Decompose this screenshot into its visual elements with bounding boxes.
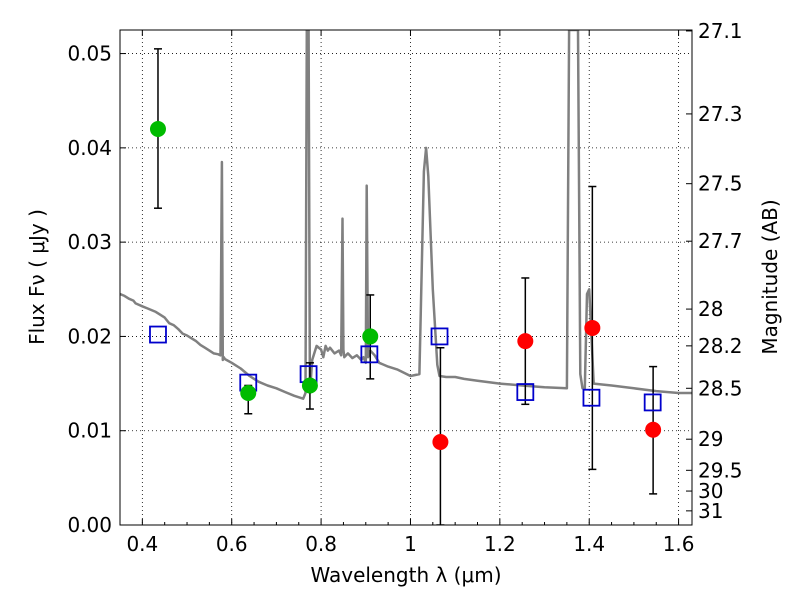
y2-tick-label: 28.5 <box>698 376 743 400</box>
data-layer <box>120 30 692 525</box>
photometry-point <box>432 434 449 451</box>
model-point <box>149 325 167 344</box>
x-axis-label: Wavelength λ (μm) <box>310 563 501 587</box>
y2-tick-label: 31 <box>698 499 723 523</box>
model-point <box>643 393 662 412</box>
photometry-point <box>301 377 318 394</box>
x-tick-label: 0.6 <box>216 532 248 556</box>
x-tick-label: 1 <box>404 532 417 556</box>
ticks: 0.4 0.6 0.8 1 1.2 1.4 1.6 0.00 0.01 0.02 0.03 0.04 0… <box>67 19 742 556</box>
photometry-point <box>149 121 166 137</box>
y-tick-label: 0.03 <box>67 230 112 254</box>
y2-tick-label: 27.3 <box>698 102 743 126</box>
photometry-point <box>645 421 662 438</box>
model-point <box>360 345 379 364</box>
y2-tick-label: 27.1 <box>698 19 743 43</box>
x-tick-label: 1.6 <box>663 532 695 556</box>
photometry-point <box>517 333 534 350</box>
model-point <box>582 388 601 407</box>
photometry-point <box>584 319 601 336</box>
y2-tick-label: 27.7 <box>698 229 743 253</box>
y2-tick-label: 28 <box>698 297 723 321</box>
y-axis-label: Flux Fν ( μJy ) <box>25 209 49 345</box>
y2-tick-label: 29.5 <box>698 458 743 482</box>
x-tick-label: 0.4 <box>126 532 158 556</box>
x-tick-label: 0.8 <box>305 532 337 556</box>
y2-tick-label: 28.2 <box>698 334 743 358</box>
y2-tick-label: 29 <box>698 427 723 451</box>
model-point <box>430 327 449 346</box>
y-tick-label: 0.00 <box>67 513 112 537</box>
y-tick-label: 0.05 <box>67 42 112 66</box>
y2-axis-label: Magnitude (AB) <box>758 199 782 354</box>
y-tick-label: 0.04 <box>67 136 112 160</box>
photometry-point <box>240 385 257 401</box>
y-tick-label: 0.02 <box>67 324 112 348</box>
photometry-point <box>362 328 379 345</box>
x-tick-label: 1.2 <box>484 532 516 556</box>
plot-frame <box>119 29 693 526</box>
y2-tick-label: 30 <box>698 479 723 503</box>
y-tick-label: 0.01 <box>67 419 112 443</box>
template-spectrum-line <box>120 30 692 400</box>
y2-tick-label: 27.5 <box>698 172 743 196</box>
x-tick-label: 1.4 <box>573 532 605 556</box>
model-point <box>516 383 535 401</box>
